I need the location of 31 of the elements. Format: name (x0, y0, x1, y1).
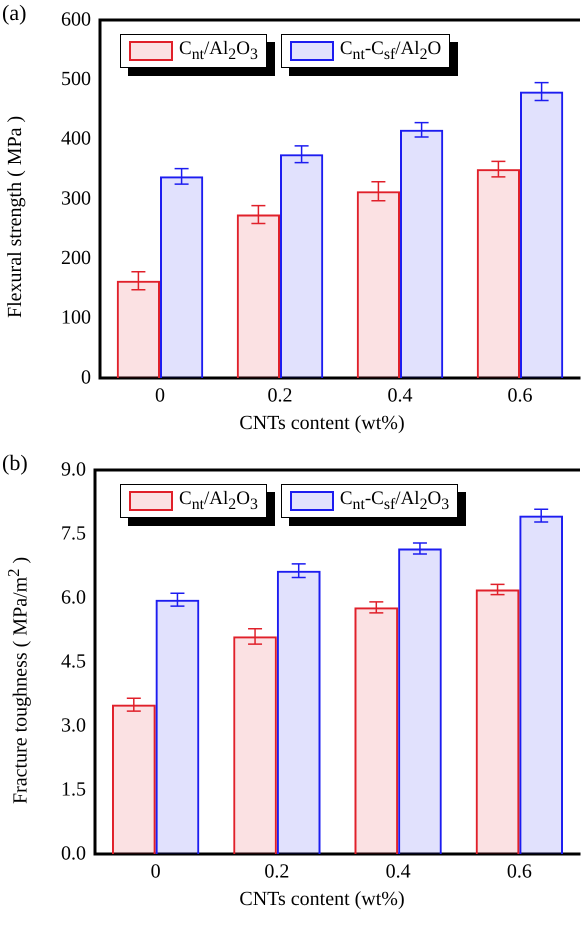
y-tick-label: 7.5 (61, 522, 86, 544)
x-axis-title: CNTs content (wt%) (238, 888, 406, 911)
text: (b) (2, 450, 28, 476)
x-axis-title: CNTs content (wt%) (238, 412, 406, 435)
y-tick-label: 4.5 (61, 650, 86, 672)
y-tick-label: 400 (61, 128, 91, 150)
y-tick-label: 0 (81, 366, 91, 388)
y-tick-label: 0.0 (61, 842, 86, 864)
x-tick-label: 0 (150, 860, 161, 882)
y-tick-label: 300 (61, 187, 91, 210)
legend-label: C$_{nt}$/Al$_{2}$O$_{3}$ (179, 488, 258, 514)
legend-label: C$_{nt}$-C$_{sf}$/Al$_{2}$O (340, 38, 442, 64)
y-tick-label: 3.0 (61, 714, 86, 736)
y-tick-label: 1.5 (61, 778, 86, 800)
y-tick-label: 600 (61, 8, 91, 30)
x-tick-label: 0.2 (264, 860, 290, 882)
y-tick-label: 6.0 (61, 586, 86, 608)
legend-label: C$_{nt}$-C$_{sf}$/Al$_{2}$O$_{3}$ (340, 488, 450, 514)
y-tick-label: 9.0 (61, 458, 86, 480)
y-tick-label: 100 (61, 306, 91, 329)
x-tick-label: 0.6 (508, 384, 532, 406)
x-tick-label: 0 (155, 384, 165, 406)
x-tick-label: 0.6 (506, 860, 532, 882)
x-tick-label: 0.2 (268, 384, 292, 406)
x-tick-label: 0.4 (388, 384, 412, 406)
y-tick-label: 500 (61, 68, 91, 90)
legend-label: C$_{nt}$/Al$_{2}$O$_{3}$ (179, 38, 258, 64)
y-tick-label: 200 (61, 246, 91, 269)
text: (a) (2, 0, 26, 26)
y-axis-title: Flexural strength ( MPa ) (4, 116, 27, 318)
x-tick-label: 0.4 (386, 860, 411, 882)
